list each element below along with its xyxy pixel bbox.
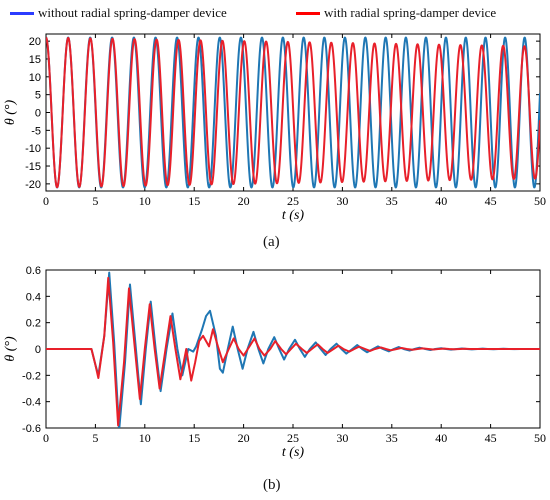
legend-label-with: with radial spring-damper device: [324, 5, 497, 20]
chart-a: 0 5 10 15 20 25 30 35 40 45 5020151050-5-10-15-20t…: [3, 33, 546, 223]
y-axis-label: θ (°): [3, 336, 18, 362]
y-tick-label: 0: [35, 108, 41, 120]
x-tick-label: 15: [188, 431, 200, 445]
x-tick-label: 40: [435, 431, 447, 445]
legend-label-without: without radial spring-damper device: [38, 5, 227, 20]
x-tick-label: 0: [43, 431, 49, 445]
legend-swatch-with: [296, 11, 320, 15]
x-tick-label: 35: [386, 431, 398, 445]
panel-label-a: (a): [263, 234, 280, 250]
x-tick-label: 25: [287, 194, 299, 208]
y-tick-label: 20: [29, 36, 41, 48]
x-axis-label: t (s): [282, 208, 305, 223]
y-tick-label: 0: [35, 344, 41, 356]
y-tick-label: 0.6: [26, 265, 41, 277]
y-tick-label: -10: [25, 143, 41, 155]
x-axis-label: t (s): [282, 445, 305, 460]
legend-item-without: without radial spring-damper device: [10, 5, 227, 21]
x-tick-label: 20: [238, 194, 250, 208]
y-tick-label: 0.4: [26, 291, 41, 303]
x-tick-label: 40: [435, 194, 447, 208]
series-line-with: [46, 276, 540, 427]
x-tick-label: 10: [139, 194, 151, 208]
x-tick-label: 45: [485, 431, 497, 445]
x-tick-label: 20: [238, 431, 250, 445]
chart-legend: without radial spring-damper device with…: [0, 0, 550, 26]
y-tick-label: -0.4: [22, 397, 41, 409]
x-tick-label: 10: [139, 431, 151, 445]
x-tick-label: 50: [534, 194, 546, 208]
y-tick-label: -20: [25, 179, 41, 191]
chart-b: 0 5 10 15 20 25 30 35 40 45 50 0.6 0.4 0.2 0 -0.2 -0.4 -0…: [3, 265, 546, 460]
x-tick-label: 15: [188, 194, 200, 208]
panel-label-b: (b): [263, 477, 281, 493]
x-tick-label: 35: [386, 194, 398, 208]
x-tick-label: 30: [336, 194, 348, 208]
y-tick-label: 0.2: [26, 318, 41, 330]
x-tick-label: 30: [336, 431, 348, 445]
x-tick-label: 5: [92, 194, 98, 208]
x-tick-label: 25: [287, 431, 299, 445]
y-tick-label: 5: [35, 90, 41, 102]
y-tick-label: 10: [29, 72, 41, 84]
series-line-with: [46, 36, 540, 189]
y-axis-label: θ (°): [3, 100, 18, 126]
y-tick-label: -0.6: [22, 423, 41, 435]
y-tick-label: 15: [29, 54, 41, 66]
legend-swatch-without: [10, 11, 34, 15]
legend-item-with: with radial spring-damper device: [296, 5, 496, 21]
x-tick-label: 5: [92, 431, 98, 445]
x-tick-label: 50: [534, 431, 546, 445]
y-tick-label: -15: [25, 161, 41, 173]
y-tick-label: -0.2: [22, 370, 41, 382]
y-tick-label: -5: [31, 125, 41, 137]
x-tick-label: 45: [485, 194, 497, 208]
x-tick-label: 0: [43, 194, 49, 208]
